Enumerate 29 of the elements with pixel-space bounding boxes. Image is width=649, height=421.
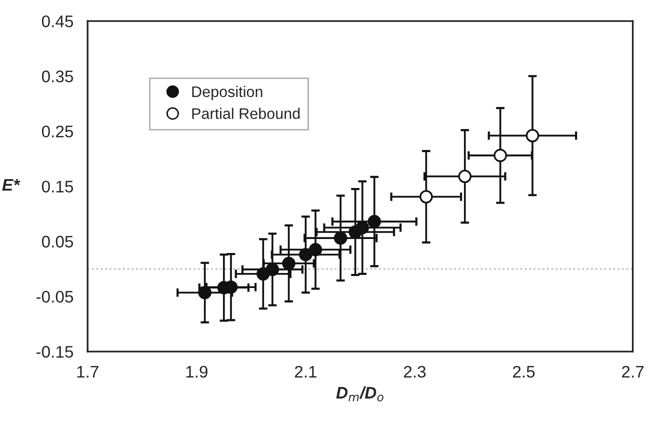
- x-tick-label: 2.1: [294, 366, 316, 378]
- x-axis-title: D$_{m}$/D$_{o}$: [336, 386, 384, 402]
- legend-label: Partial Rebound: [192, 108, 300, 120]
- y-axis-title: E*: [2, 179, 20, 191]
- y-tick-label: 0.35: [42, 70, 74, 82]
- x-tick-label: 2.5: [513, 366, 535, 378]
- point: [458, 170, 472, 184]
- y-tick-label: 0.15: [42, 180, 74, 192]
- x-tick-label: 1.9: [186, 366, 208, 378]
- point: [198, 286, 212, 300]
- x-tick-label: 2.7: [622, 366, 644, 378]
- legend-label: Deposition: [192, 86, 262, 100]
- y-tick-label: 0.05: [42, 236, 74, 248]
- y-tick-label: 0.45: [42, 15, 74, 28]
- point: [368, 214, 382, 228]
- point: [334, 231, 348, 245]
- point: [282, 256, 296, 270]
- point: [299, 248, 312, 262]
- y-tick-label: -0.05: [36, 290, 74, 303]
- point: [356, 220, 370, 234]
- point: [308, 242, 322, 256]
- y-tick-label: 0.25: [42, 126, 74, 138]
- y-tick-label: -0.15: [36, 346, 74, 358]
- x-tick-label: 2.3: [404, 366, 426, 378]
- point: [420, 190, 433, 204]
- point: [526, 128, 540, 142]
- x-tick-label: 1.7: [77, 366, 98, 378]
- point: [266, 262, 280, 276]
- point: [494, 148, 507, 162]
